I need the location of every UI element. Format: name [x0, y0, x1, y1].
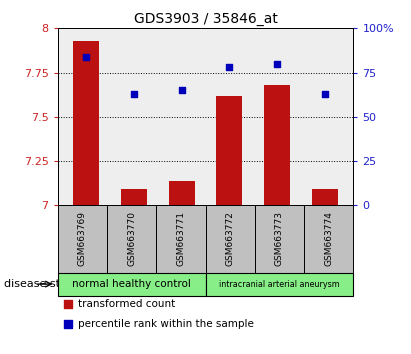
Point — [83, 54, 90, 59]
Bar — [73, 41, 99, 205]
Point — [131, 91, 137, 97]
Text: intracranial arterial aneurysm: intracranial arterial aneurysm — [219, 280, 340, 289]
Bar — [169, 181, 195, 205]
Bar — [121, 189, 147, 205]
Point — [226, 64, 233, 70]
Bar — [216, 96, 242, 205]
Text: GSM663769: GSM663769 — [78, 211, 87, 267]
Text: transformed count: transformed count — [78, 299, 175, 309]
Point — [65, 302, 71, 307]
Point — [274, 61, 280, 67]
Bar — [312, 189, 338, 205]
Text: GSM663771: GSM663771 — [176, 211, 185, 267]
Text: percentile rank within the sample: percentile rank within the sample — [78, 319, 254, 329]
Text: GSM663770: GSM663770 — [127, 211, 136, 267]
Text: GSM663772: GSM663772 — [226, 211, 235, 267]
Title: GDS3903 / 35846_at: GDS3903 / 35846_at — [134, 12, 277, 26]
Point — [65, 321, 71, 327]
Point — [321, 91, 328, 97]
Text: disease state: disease state — [4, 279, 78, 289]
Bar — [264, 85, 290, 205]
Point — [178, 87, 185, 93]
Text: GSM663773: GSM663773 — [275, 211, 284, 267]
Text: normal healthy control: normal healthy control — [72, 279, 191, 289]
Text: GSM663774: GSM663774 — [324, 211, 333, 267]
